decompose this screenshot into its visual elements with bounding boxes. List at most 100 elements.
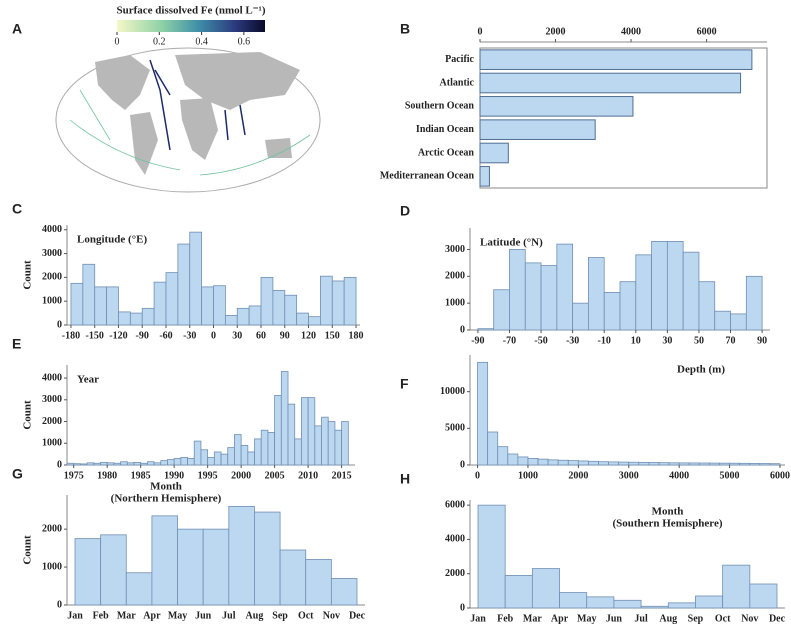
x-tick-label: 1990 bbox=[164, 470, 184, 481]
bar bbox=[598, 461, 610, 466]
x-tick-label: 2010 bbox=[298, 470, 318, 481]
bar bbox=[140, 462, 148, 466]
category-label: Pacific bbox=[445, 54, 474, 65]
bar bbox=[177, 528, 204, 606]
x-tick-label: -10 bbox=[598, 335, 611, 346]
bar bbox=[479, 49, 753, 70]
bar bbox=[320, 275, 333, 326]
x-tick-label: Feb bbox=[93, 610, 110, 621]
bar bbox=[698, 281, 716, 331]
bar bbox=[504, 575, 533, 609]
bar bbox=[722, 564, 751, 609]
bar bbox=[280, 371, 289, 466]
y-tick-label: 1000 bbox=[445, 297, 465, 308]
colorbar-tick-label: 0.2 bbox=[153, 36, 166, 47]
bar bbox=[267, 431, 276, 466]
y-tick-label: 5000 bbox=[445, 423, 465, 434]
bar bbox=[556, 243, 574, 331]
bar bbox=[74, 538, 102, 606]
bar bbox=[479, 142, 509, 164]
chart-title: Depth (m) bbox=[677, 364, 725, 376]
bar bbox=[118, 311, 131, 326]
y-tick-label: 2000 bbox=[42, 523, 62, 534]
bar bbox=[559, 592, 588, 609]
y-tick-label: 1000 bbox=[42, 295, 62, 306]
bar bbox=[635, 254, 652, 331]
x-tick-label: May bbox=[168, 610, 187, 621]
x-tick-label: Jul bbox=[634, 613, 648, 624]
bar bbox=[200, 449, 209, 466]
x-tick-label: 150 bbox=[325, 330, 340, 341]
x-tick-label: Jul bbox=[222, 610, 236, 621]
bar bbox=[695, 595, 724, 609]
bar bbox=[638, 461, 650, 466]
x-tick-label: 180 bbox=[349, 330, 364, 341]
x-tick-label: Oct bbox=[715, 613, 731, 624]
bar bbox=[739, 462, 751, 466]
bar bbox=[330, 578, 358, 606]
chart-title: Latitude (°N) bbox=[480, 237, 543, 249]
x-tick-label: 6000 bbox=[697, 26, 717, 37]
bar bbox=[73, 463, 81, 466]
chart-title: Year bbox=[77, 374, 99, 386]
panel-letter: H bbox=[400, 471, 410, 487]
bar bbox=[509, 249, 526, 331]
bar bbox=[619, 281, 637, 331]
bar bbox=[487, 431, 499, 466]
y-tick-label: 2000 bbox=[445, 271, 465, 282]
y-tick-label: 1000 bbox=[42, 438, 62, 449]
category-label: Arctic Ocean bbox=[418, 147, 475, 158]
x-tick-label: Jun bbox=[606, 613, 623, 624]
y-tick-label: 0 bbox=[460, 324, 465, 335]
bar bbox=[577, 460, 589, 466]
panel-letter: C bbox=[12, 201, 22, 217]
x-tick-label: -50 bbox=[534, 335, 547, 346]
bar bbox=[547, 459, 559, 466]
bar bbox=[479, 72, 742, 94]
bar bbox=[308, 316, 321, 326]
bar bbox=[709, 462, 720, 466]
bar bbox=[151, 515, 178, 606]
bar bbox=[141, 307, 155, 326]
bar bbox=[247, 451, 255, 466]
y-tick-label: 3000 bbox=[42, 394, 62, 405]
x-tick-label: May bbox=[577, 613, 596, 624]
bar bbox=[477, 504, 506, 609]
bar bbox=[254, 511, 281, 606]
bar bbox=[79, 463, 88, 466]
chart-title: Surface dissolved Fe (nmol L⁻¹) bbox=[116, 5, 265, 17]
category-label: Southern Ocean bbox=[405, 101, 475, 112]
bar bbox=[177, 243, 191, 326]
bar bbox=[668, 462, 680, 466]
bar bbox=[477, 328, 495, 331]
bar bbox=[745, 275, 763, 331]
x-tick-label: 1995 bbox=[198, 470, 218, 481]
x-tick-label: 2000 bbox=[231, 470, 251, 481]
bar bbox=[667, 602, 696, 609]
bar bbox=[193, 440, 202, 466]
bar bbox=[260, 429, 269, 466]
bar bbox=[307, 397, 316, 466]
bar bbox=[714, 310, 731, 331]
x-tick-label: Feb bbox=[497, 613, 514, 624]
bar bbox=[82, 263, 96, 326]
chart-title: Longitude (°E) bbox=[77, 234, 147, 246]
bar bbox=[173, 458, 182, 466]
x-tick-label: -90 bbox=[471, 335, 484, 346]
bar bbox=[314, 425, 322, 466]
bar bbox=[187, 458, 195, 466]
y-tick-label: 0 bbox=[460, 602, 465, 613]
x-tick-label: Jan bbox=[470, 613, 486, 624]
bar bbox=[479, 119, 596, 140]
world-map bbox=[55, 47, 321, 193]
category-label: Mediterranean Ocean bbox=[380, 171, 475, 182]
x-tick-label: Mar bbox=[117, 610, 136, 621]
bar bbox=[517, 456, 529, 466]
bar bbox=[294, 438, 302, 466]
bar bbox=[287, 403, 296, 466]
x-tick-label: 3000 bbox=[619, 470, 639, 481]
x-tick-label: 1975 bbox=[64, 470, 84, 481]
x-tick-label: 0 bbox=[475, 470, 480, 481]
bar bbox=[651, 241, 668, 331]
bar bbox=[213, 285, 226, 326]
